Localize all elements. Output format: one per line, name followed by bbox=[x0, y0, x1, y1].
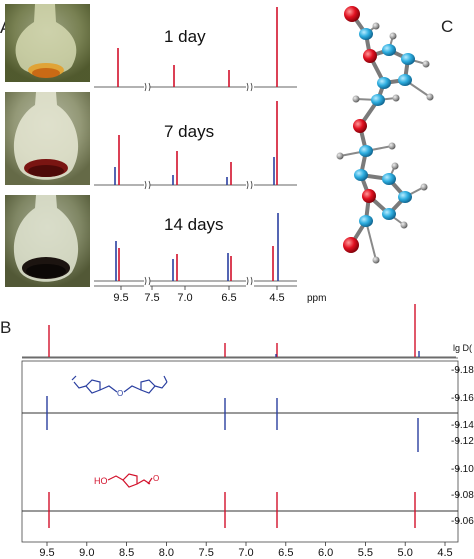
diffusion-tick-label: -9.16 bbox=[451, 393, 474, 404]
diffusion-tick-label: -9.12 bbox=[451, 436, 474, 447]
condition-label-1day: 1 day bbox=[164, 27, 206, 46]
diffusion-tick-label: -9.08 bbox=[451, 490, 474, 501]
hmf-oxygen-label: O bbox=[153, 474, 159, 483]
dimer-bridge-oxygen: O bbox=[117, 389, 123, 398]
axis-break-mark bbox=[144, 82, 151, 92]
diffusion-tick-label: -9.10 bbox=[451, 464, 474, 475]
ppm-tick-4.5: 4.5 bbox=[269, 292, 284, 304]
flask-photo-1day bbox=[5, 4, 90, 82]
hmf-hydroxyl-label: HO bbox=[94, 476, 108, 486]
nmr-spectrum-7days bbox=[94, 101, 297, 190]
condition-label-7days: 7 days bbox=[164, 122, 214, 141]
shift-tick-label: 7.5 bbox=[199, 547, 214, 559]
dosy-peaks bbox=[46, 396, 419, 528]
chemical-shift-axis: 9.5 9.0 8.5 8.0 7.5 7.0 6.5 6.0 5.5 5.0 4.5 bbox=[39, 542, 453, 559]
diffusion-tick-label: -9.14 bbox=[451, 420, 474, 431]
ppm-axis: 9.5 7.5 7.0 6.5 4.5 ppm bbox=[94, 285, 326, 304]
shift-tick-label: 5.0 bbox=[398, 547, 413, 559]
shift-tick-label: 4.5 bbox=[437, 547, 452, 559]
diffusion-axis: -9.18 -9.16 -9.14 -9.12 -9.10 -9.08 -9.06 bbox=[451, 365, 474, 527]
hmf-structure bbox=[107, 473, 153, 488]
ppm-unit: ppm bbox=[307, 293, 326, 304]
projection-spectrum bbox=[22, 304, 456, 358]
shift-tick-label: 9.5 bbox=[39, 547, 54, 559]
shift-tick-label: 9.0 bbox=[79, 547, 94, 559]
flask-photo-7days bbox=[5, 92, 90, 185]
condition-label-14days: 14 days bbox=[164, 215, 224, 234]
panel-label-b: B bbox=[0, 318, 11, 337]
shift-tick-label: 8.5 bbox=[119, 547, 134, 559]
ppm-tick-7.0: 7.0 bbox=[177, 292, 192, 304]
shift-tick-label: 8.0 bbox=[159, 547, 174, 559]
flask-photo-14days bbox=[5, 195, 90, 287]
ppm-tick-6.5: 6.5 bbox=[221, 292, 236, 304]
ppm-tick-9.5: 9.5 bbox=[113, 292, 128, 304]
shift-tick-label: 6.5 bbox=[278, 547, 293, 559]
crystal-structure bbox=[336, 6, 434, 264]
dosy-plot-frame bbox=[21, 360, 459, 543]
diffusion-tick-label: -9.18 bbox=[451, 365, 474, 376]
dimer-structure bbox=[71, 375, 168, 394]
axis-break-mark bbox=[144, 276, 151, 286]
axis-break-mark bbox=[144, 180, 151, 190]
axis-break-mark bbox=[246, 180, 253, 190]
axis-break-mark bbox=[246, 82, 253, 92]
shift-tick-label: 7.0 bbox=[238, 547, 253, 559]
shift-tick-label: 5.5 bbox=[358, 547, 373, 559]
nmr-spectrum-1day bbox=[94, 7, 297, 92]
ppm-tick-7.5: 7.5 bbox=[144, 292, 159, 304]
axis-break-mark bbox=[246, 276, 253, 286]
top-axis-label: lg D( bbox=[453, 343, 472, 353]
panel-label-c: C bbox=[441, 17, 453, 36]
shift-tick-label: 6.0 bbox=[318, 547, 333, 559]
nmr-spectrum-14days bbox=[94, 213, 297, 286]
diffusion-tick-label: -9.06 bbox=[451, 516, 474, 527]
